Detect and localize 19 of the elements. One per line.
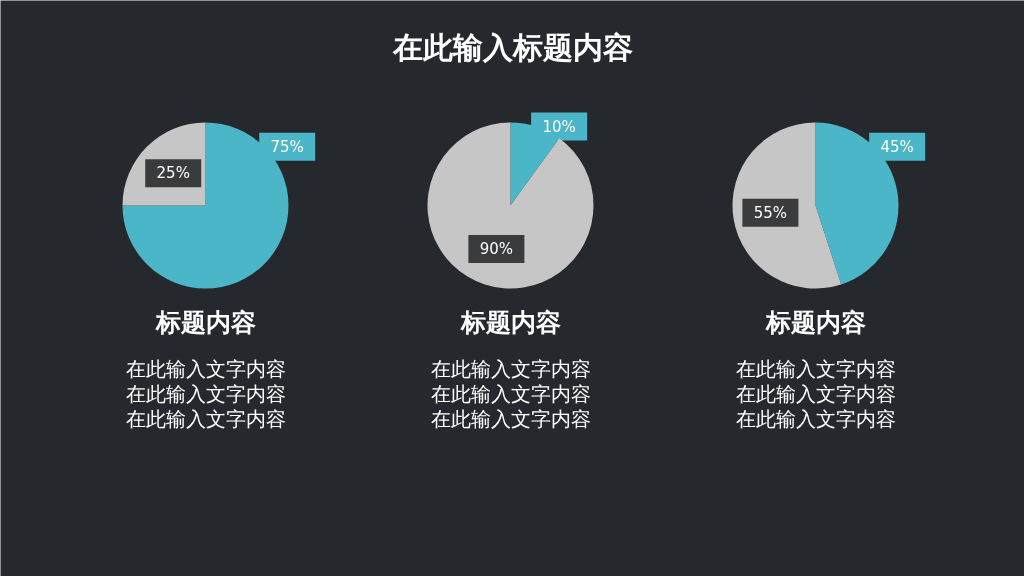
data-label: 45%	[880, 137, 914, 156]
text: 标题内容	[764, 308, 866, 337]
text: 在此输入标题内容	[391, 30, 633, 65]
text: 在此输入文字内容	[430, 406, 591, 431]
text: 在此输入文字内容	[125, 381, 286, 406]
text: 在此输入文字内容	[430, 381, 591, 406]
text: 在此输入文字内容	[735, 381, 896, 406]
data-label: 55%	[753, 203, 788, 222]
data-label: 25%	[156, 164, 190, 183]
text: 在此输入文字内容	[125, 406, 286, 431]
text: 在此输入文字内容	[735, 406, 896, 431]
text: 在此输入文字内容	[125, 356, 286, 381]
text: 在此输入文字内容	[735, 356, 896, 381]
data-label: 75%	[270, 137, 304, 156]
text: 标题内容	[154, 308, 256, 337]
text: 标题内容	[459, 308, 561, 337]
text: 在此输入文字内容	[430, 356, 591, 381]
data-label: 10%	[542, 117, 576, 136]
data-label: 90%	[479, 239, 514, 258]
